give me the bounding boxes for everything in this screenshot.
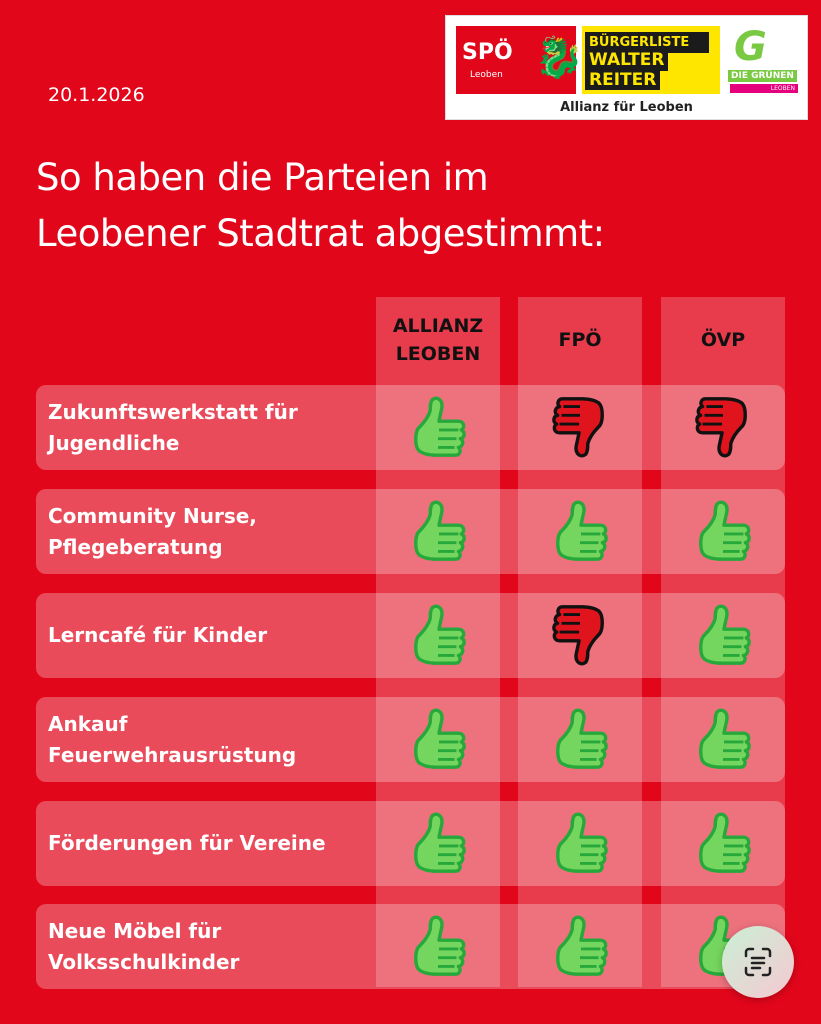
table-row: Ankauf Feuerwehrausrüstung — [36, 697, 785, 782]
row-label: Neue Möbel für Volksschulkinder — [48, 904, 348, 989]
thumbs-down-icon — [695, 397, 747, 458]
thumbs-up-icon — [699, 604, 751, 665]
thumbs-up-icon — [414, 708, 466, 769]
gruene-g-icon: G — [734, 24, 767, 70]
bwr-line: WALTER — [585, 50, 669, 71]
title-line: Leobener Stadtrat abgestimmt: — [36, 212, 605, 255]
row-label: Ankauf Feuerwehrausrüstung — [48, 697, 348, 782]
page-title: So haben die Parteien im Leobener Stadtr… — [36, 150, 605, 262]
table-row: Förderungen für Vereine — [36, 801, 785, 886]
buergerliste-logo: BÜRGERLISTE WALTER REITER — [582, 26, 720, 94]
thumbs-up-icon — [414, 812, 466, 873]
column-header: ÖVP — [661, 297, 785, 382]
thumbs-up-icon — [414, 396, 466, 457]
row-label-line: Community Nurse, — [48, 503, 257, 528]
logo-caption: Allianz für Leoben — [560, 100, 693, 115]
spo-logo: SPÖ Leoben 🐉 — [456, 26, 584, 94]
thumbs-down-icon — [552, 397, 604, 458]
row-label: Lerncafé für Kinder — [48, 593, 348, 678]
row-label-line: Volksschulkinder — [48, 949, 240, 974]
bwr-line: BÜRGERLISTE — [585, 32, 709, 53]
thumbs-up-icon — [699, 500, 751, 561]
gruene-text: DIE GRÜNEN — [728, 70, 797, 82]
table-row: Community Nurse, Pflegeberatung — [36, 489, 785, 574]
thumbs-up-icon — [414, 604, 466, 665]
panther-icon: 🐉 — [534, 35, 584, 81]
row-label-line: Pflegeberatung — [48, 534, 223, 559]
table-row: Lerncafé für Kinder — [36, 593, 785, 678]
column-header-line: LEOBEN — [395, 342, 481, 365]
table-row: Neue Möbel für Volksschulkinder — [36, 904, 785, 989]
thumbs-up-icon — [556, 915, 608, 976]
spo-sub: Leoben — [470, 70, 503, 80]
title-line: So haben die Parteien im — [36, 156, 489, 199]
date: 20.1.2026 — [48, 84, 145, 106]
thumbs-up-icon — [556, 812, 608, 873]
thumbs-up-icon — [414, 500, 466, 561]
thumbs-down-icon — [552, 605, 604, 666]
coalition-logo: SPÖ Leoben 🐉 BÜRGERLISTE WALTER REITER G… — [445, 15, 808, 120]
row-label-line: Zukunftswerkstatt für — [48, 399, 298, 424]
row-label: Förderungen für Vereine — [48, 801, 348, 886]
thumbs-up-icon — [556, 708, 608, 769]
thumbs-up-icon — [699, 812, 751, 873]
gruene-logo: G DIE GRÜNEN LEOBEN — [726, 24, 801, 96]
row-label-line: Neue Möbel für — [48, 918, 222, 943]
row-label-line: Jugendliche — [48, 430, 180, 455]
row-label-line: Förderungen für Vereine — [48, 831, 326, 855]
bwr-line: REITER — [585, 70, 661, 90]
row-label-line: Ankauf — [48, 711, 128, 736]
row-label-line: Lerncafé für Kinder — [48, 623, 268, 647]
row-label: Zukunftswerkstatt für Jugendliche — [48, 385, 348, 470]
row-label: Community Nurse, Pflegeberatung — [48, 489, 348, 574]
thumbs-up-icon — [414, 915, 466, 976]
column-header-line: ÖVP — [700, 328, 746, 351]
scan-text-button[interactable] — [722, 926, 794, 998]
row-label-line: Feuerwehrausrüstung — [48, 742, 297, 767]
thumbs-up-icon — [556, 500, 608, 561]
column-header-line: FPÖ — [558, 328, 602, 351]
column-header: FPÖ — [518, 297, 642, 382]
gruene-sub: LEOBEN — [730, 84, 798, 93]
spo-text: SPÖ — [462, 40, 513, 65]
column-header-line: ALLIANZ — [392, 314, 484, 337]
scan-text-icon — [744, 947, 772, 977]
thumbs-up-icon — [699, 708, 751, 769]
table-row: Zukunftswerkstatt für Jugendliche — [36, 385, 785, 470]
column-header: ALLIANZ LEOBEN — [376, 297, 500, 382]
